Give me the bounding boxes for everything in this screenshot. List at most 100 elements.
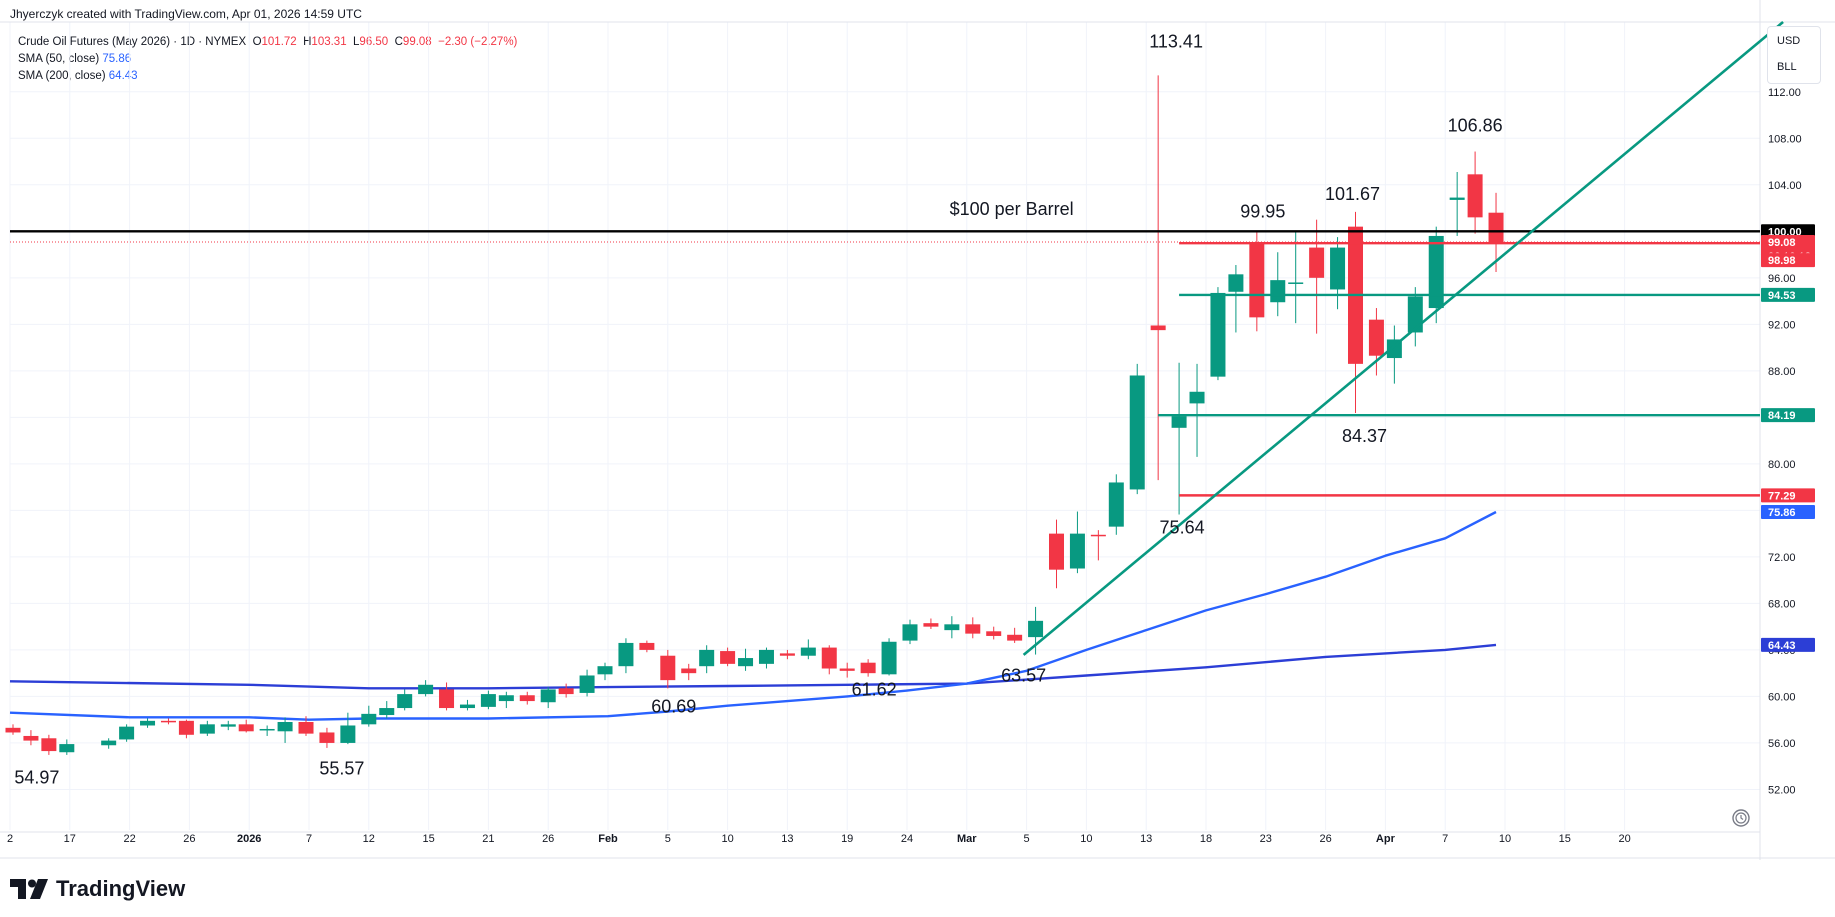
time-tick-label: 18 (1200, 833, 1212, 845)
price-axis-badge (1761, 505, 1815, 519)
candle-body (1171, 416, 1187, 428)
low-value: 96.50 (359, 36, 389, 48)
candle-body (5, 727, 21, 733)
candle-body (965, 624, 981, 634)
high-value: 103.31 (311, 36, 347, 48)
candle-body (23, 735, 39, 741)
candle-body (1249, 242, 1265, 318)
price-tick-label: 112.00 (1768, 87, 1801, 99)
candle-body (220, 724, 236, 727)
candle-body (379, 708, 395, 716)
sma50-label[interactable]: SMA (50, close) (18, 53, 100, 65)
tradingview-logo[interactable]: TradingView (10, 876, 185, 902)
candle-body (1270, 280, 1286, 303)
candle-body (277, 722, 293, 732)
candle-body (1150, 325, 1166, 331)
candle-body (1090, 534, 1106, 537)
candle-body (1368, 319, 1384, 356)
candle-body (558, 688, 574, 695)
price-axis-badge (1761, 488, 1815, 503)
change-value: −2.30 (−2.27%) (438, 36, 518, 48)
time-tick-label: 19 (841, 833, 853, 845)
unit-label[interactable]: BLL (1777, 61, 1797, 73)
legend-sma200-row[interactable]: SMA (200, close) 64.43 (18, 68, 517, 85)
open-label: O (252, 36, 262, 48)
candle-body (944, 624, 960, 631)
candle-body (361, 713, 377, 725)
candle-body (597, 666, 613, 675)
legend-sma50-row[interactable]: SMA (50, close) 75.86 (18, 51, 517, 68)
candle-body (480, 694, 496, 707)
candle-body (1189, 391, 1205, 404)
time-tick-label: Feb (598, 833, 618, 845)
time-tick-label: 22 (123, 833, 135, 845)
uptrend-line (1022, 21, 1784, 656)
time-tick-label: Mar (957, 833, 977, 845)
price-annotation: 101.67 (1325, 184, 1380, 204)
price-annotation: 61.62 (852, 679, 897, 699)
close-label: C (394, 36, 403, 48)
price-axis-badge-label: 98.98 (1768, 255, 1796, 267)
price-tick-label: 68.00 (1768, 598, 1796, 610)
time-tick-label: Apr (1376, 833, 1396, 845)
candle-body (860, 662, 876, 674)
sma200-label[interactable]: SMA (200, close) (18, 70, 106, 82)
sma50-value: 75.86 (102, 53, 132, 65)
candle-body (1228, 274, 1244, 292)
time-tick-label: 24 (901, 833, 913, 845)
unit-selector[interactable]: USD BLL (1767, 26, 1821, 84)
candle-body (519, 695, 535, 702)
close-value: 99.08 (402, 36, 432, 48)
candle-body (178, 720, 194, 735)
price-annotation: 75.64 (1160, 518, 1205, 538)
price-axis-badge-label: 99.08 (1768, 237, 1796, 249)
time-tick-label: 26 (542, 833, 554, 845)
candle-body (1488, 212, 1504, 242)
price-tick-label: 72.00 (1768, 552, 1796, 564)
price-annotation: 84.37 (1342, 426, 1387, 446)
price-annotation: $100 per Barrel (950, 199, 1074, 219)
time-tick-label: 23 (1260, 833, 1272, 845)
price-annotation: 99.95 (1240, 201, 1285, 221)
price-axis-badge-label: 84.19 (1768, 410, 1796, 422)
time-tick-label: 26 (1319, 833, 1331, 845)
price-tick-label: 96.00 (1768, 273, 1796, 285)
candle-body (720, 651, 736, 664)
candle-body (1108, 482, 1124, 527)
chart-legend: Crude Oil Futures (May 2026) · 1D · NYME… (18, 34, 517, 85)
candle-body (101, 740, 117, 746)
candle-body (1007, 634, 1023, 641)
currency-label[interactable]: USD (1777, 35, 1801, 47)
price-axis-badge-label: 64.43 (1768, 640, 1796, 652)
candle-body (779, 653, 795, 656)
candle-body (699, 649, 715, 667)
price-annotation: 113.41 (1149, 32, 1203, 52)
candle-body (1467, 174, 1483, 218)
time-tick-label: 7 (1442, 833, 1448, 845)
candle-body (418, 684, 434, 695)
price-tick-label: 60.00 (1768, 691, 1796, 703)
candle-body (199, 724, 215, 734)
candle-body (579, 675, 595, 693)
sma200-line (9, 643, 1497, 690)
price-tick-label: 108.00 (1768, 133, 1802, 145)
price-tick-label: 56.00 (1768, 738, 1796, 750)
time-tick-label: 26 (183, 833, 195, 845)
candle-body (160, 720, 176, 723)
candle-body (319, 732, 335, 743)
sma200-value: 64.43 (108, 70, 138, 82)
price-tick-label: 88.00 (1768, 366, 1796, 378)
time-tick-label: 2026 (237, 833, 261, 845)
sma50-line (9, 510, 1497, 721)
time-tick-label: 12 (363, 833, 375, 845)
chart-attribution: Jhyerczyk created with TradingView.com, … (10, 7, 362, 21)
clock-icon[interactable] (1731, 808, 1751, 828)
candle-body (881, 641, 897, 675)
candle-body (340, 725, 356, 743)
candle-body (660, 655, 676, 681)
time-tick-label: 20 (1618, 833, 1630, 845)
candle-body (618, 642, 634, 667)
price-axis-badge (1761, 224, 1815, 239)
price-tick-label: 92.00 (1768, 319, 1796, 331)
